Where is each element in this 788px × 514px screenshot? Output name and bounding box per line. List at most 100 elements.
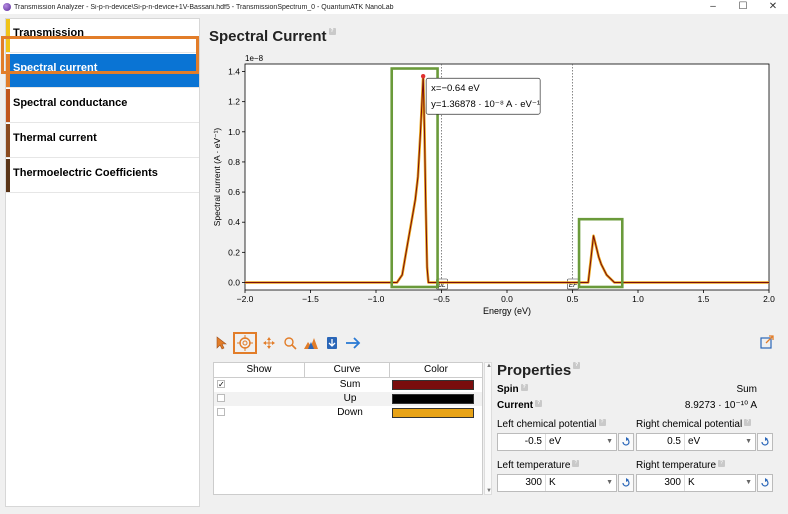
scroll-down-icon[interactable]: ▼ [486, 488, 492, 494]
x-axis-label: Energy (eV) [483, 306, 531, 316]
spectral-current-chart[interactable]: 1e−8 −2.0 −1.5 −1.0 −0.5 0.0 0.5 1.0 1.5 2.0 0.0 0.… [209, 52, 779, 332]
column-header-color[interactable]: Color [424, 364, 448, 375]
curve-name: Sum [339, 379, 361, 390]
x-tick-label: 0.0 [501, 294, 513, 304]
left-mu-unit-select[interactable]: eV ▼ [546, 434, 616, 450]
help-icon[interactable]: ? [572, 460, 580, 467]
right-t-value[interactable]: 300 [637, 475, 685, 491]
link-icon[interactable] [757, 474, 773, 492]
left-t-value[interactable]: 300 [498, 475, 546, 491]
maximize-button[interactable]: ☐ [738, 1, 748, 12]
peak-highlight-box [577, 217, 624, 289]
x-tick-label: −0.5 [433, 294, 450, 304]
crosshair-point [420, 74, 426, 79]
sidebar-item-spectral-current[interactable]: Spectral current [6, 54, 199, 88]
right-temperature-label: Right temperature? [636, 460, 726, 471]
sidebar-stripe [6, 89, 10, 122]
y-axis-label: Spectral current (A · eV⁻¹) [212, 128, 222, 227]
crosshair-icon[interactable] [233, 332, 257, 354]
marker-label-text: EF [569, 282, 578, 289]
left-temperature-input[interactable]: 300 K ▼ [497, 474, 617, 492]
scroll-up-icon[interactable]: ▲ [486, 363, 492, 369]
window-titlebar: Transmission Analyzer - Si-p-n-device\Si… [0, 0, 788, 14]
column-header-curve[interactable]: Curve [333, 364, 361, 375]
analysis-sidebar: Transmission Spectral current Spectral c… [5, 18, 200, 507]
sidebar-item-label: Thermoelectric Coefficients [13, 167, 158, 179]
left-chemical-potential-input[interactable]: -0.5 eV ▼ [497, 433, 617, 451]
table-scrollbar[interactable]: ▲ ▼ [484, 362, 492, 495]
pan-icon[interactable] [260, 334, 278, 352]
properties-title-text: Properties [497, 362, 572, 379]
link-icon[interactable] [757, 433, 773, 451]
column-separator [389, 363, 390, 378]
right-chemical-potential-input[interactable]: 0.5 eV ▼ [636, 433, 756, 451]
sidebar-stripe [6, 159, 10, 192]
tooltip-x-text: x=−0.64 eV [431, 83, 480, 94]
sidebar-item-label: Spectral current [13, 62, 98, 74]
page-title-text: Spectral Current [209, 28, 327, 45]
right-t-unit: K [688, 477, 695, 488]
column-header-show[interactable]: Show [246, 364, 272, 375]
crosshair-tooltip: x=−0.64 eV y=1.36878 · 10⁻⁸ A · eV⁻¹ [425, 77, 541, 115]
zoom-icon[interactable] [281, 334, 299, 352]
x-tick-label: 1.0 [632, 294, 644, 304]
pointer-icon[interactable] [212, 334, 230, 352]
link-icon[interactable] [618, 433, 634, 451]
y-tick-label: 1.4 [228, 67, 240, 77]
help-icon[interactable]: ? [573, 362, 581, 369]
help-icon[interactable]: ? [744, 419, 752, 426]
left-t-unit: K [549, 477, 556, 488]
show-checkbox[interactable] [217, 408, 225, 416]
arrow-icon[interactable] [344, 334, 362, 352]
y-tick-label: 0.4 [228, 217, 240, 227]
marker-label: EF [567, 278, 579, 290]
fit-icon[interactable] [302, 334, 320, 352]
current-value: 8.9273 · 10⁻¹⁰ A [684, 400, 757, 411]
popout-icon[interactable] [760, 335, 774, 349]
right-temperature-input[interactable]: 300 K ▼ [636, 474, 756, 492]
left-mu-value[interactable]: -0.5 [498, 434, 546, 450]
left-t-unit-select[interactable]: K ▼ [546, 475, 616, 491]
chevron-down-icon: ▼ [745, 479, 752, 486]
plot-toolbar [212, 332, 362, 354]
show-checkbox[interactable] [217, 394, 225, 402]
curve-name: Down [337, 407, 363, 418]
chevron-down-icon: ▼ [606, 438, 613, 445]
help-icon[interactable]: ? [598, 419, 606, 426]
color-swatch[interactable] [392, 380, 474, 390]
color-swatch[interactable] [392, 394, 474, 404]
help-icon[interactable]: ? [520, 384, 528, 391]
sidebar-stripe [6, 124, 10, 157]
x-tick-label: 2.0 [763, 294, 775, 304]
y-tick-label: 0.2 [228, 247, 240, 257]
link-icon[interactable] [618, 474, 634, 492]
x-tick-label: 0.5 [567, 294, 579, 304]
x-tick-label: −1.5 [302, 294, 319, 304]
chart-svg[interactable]: 1e−8 −2.0 −1.5 −1.0 −0.5 0.0 0.5 1.0 1.5 2.0 0.0 0.… [209, 52, 779, 332]
table-row[interactable]: Down [214, 406, 482, 420]
sidebar-item-spectral-conductance[interactable]: Spectral conductance [6, 89, 199, 123]
show-checkbox[interactable]: ✓ [217, 380, 225, 389]
right-t-unit-select[interactable]: K ▼ [685, 475, 755, 491]
x-tick-label: 1.5 [698, 294, 710, 304]
color-swatch[interactable] [392, 408, 474, 418]
left-temperature-label: Left temperature? [497, 460, 580, 471]
help-icon[interactable]: ? [328, 28, 336, 35]
export-icon[interactable] [323, 334, 341, 352]
right-mu-value[interactable]: 0.5 [637, 434, 685, 450]
help-icon[interactable]: ? [535, 400, 543, 407]
minimize-button[interactable]: – [710, 1, 716, 12]
sidebar-stripe [6, 19, 10, 52]
chevron-down-icon: ▼ [606, 479, 613, 486]
sidebar-item-transmission[interactable]: Transmission [6, 19, 199, 53]
close-button[interactable]: ✕ [768, 1, 778, 12]
help-icon[interactable]: ? [718, 460, 726, 467]
table-header: Show Curve Color [214, 363, 482, 378]
sidebar-item-thermoelectric-coefficients[interactable]: Thermoelectric Coefficients [6, 159, 199, 193]
table-row[interactable]: Up [214, 392, 482, 406]
left-t-label-text: Left temperature [497, 460, 571, 471]
right-mu-unit-select[interactable]: eV ▼ [685, 434, 755, 450]
table-row[interactable]: ✓ Sum [214, 378, 482, 392]
column-separator [304, 363, 305, 378]
sidebar-item-thermal-current[interactable]: Thermal current [6, 124, 199, 158]
